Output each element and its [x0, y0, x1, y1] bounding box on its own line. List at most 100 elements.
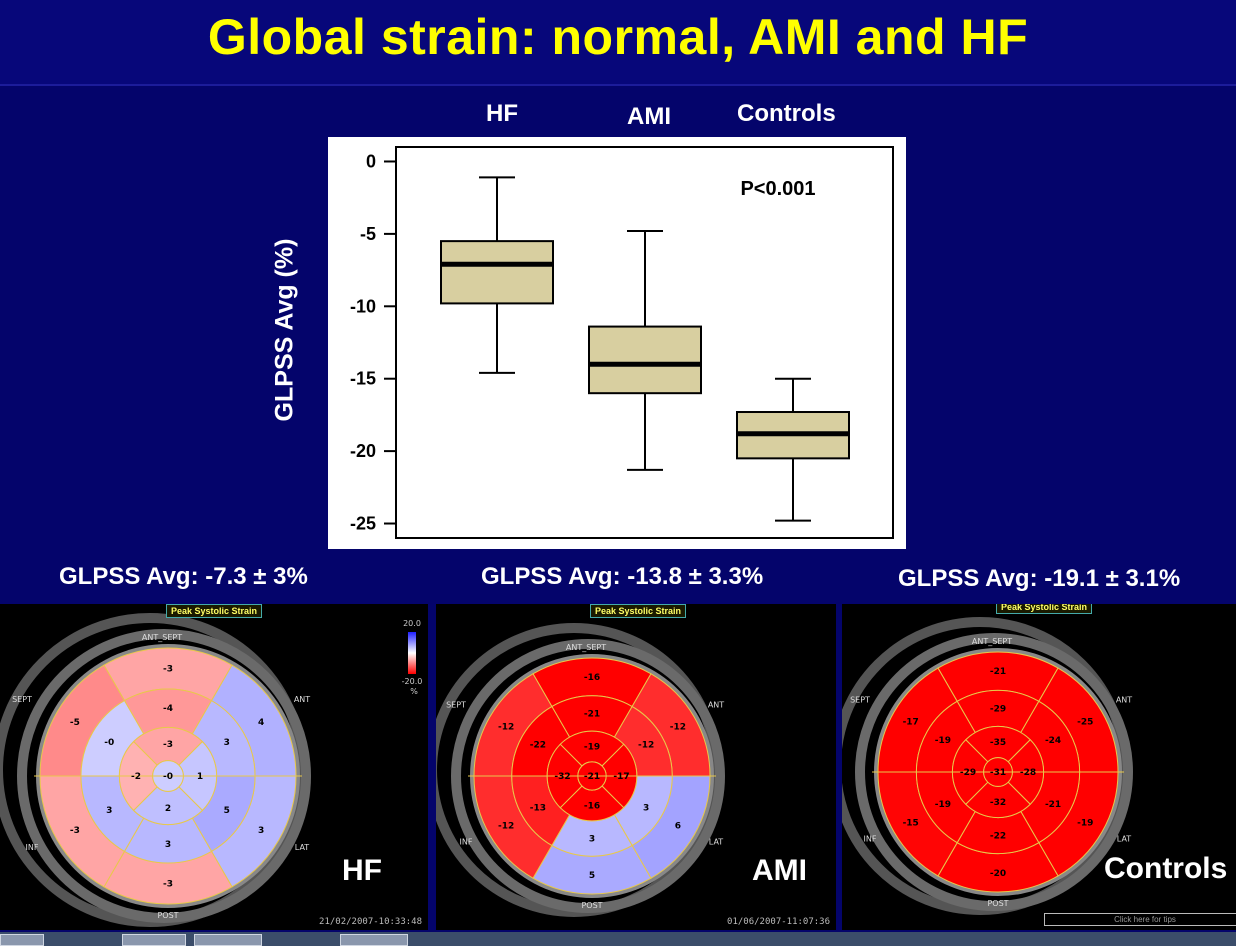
- bullseye-panel-controls: Peak Systolic Strain -21 -25 -19 -20 -15 -17-…: [842, 604, 1236, 930]
- taskbar: [0, 932, 1236, 946]
- panel-caption: AMI: [752, 854, 807, 887]
- color-scale-bar: [408, 632, 416, 674]
- basal-value: -12: [498, 722, 514, 732]
- scale-bottom-label: -20.0: [402, 677, 423, 686]
- mid-value: -22: [990, 832, 1006, 842]
- basal-value: -16: [584, 673, 600, 683]
- basal-value: -12: [670, 722, 686, 732]
- outer-ring: [855, 633, 1133, 911]
- basal-value: -12: [498, 822, 514, 832]
- mid-value: 3: [224, 738, 230, 748]
- basal-value: -20: [990, 869, 1006, 879]
- apical-value: -35: [990, 738, 1006, 748]
- title-bar: Global strain: normal, AMI and HF: [0, 0, 1236, 86]
- mid-value: -4: [163, 704, 173, 714]
- wall-label-post: POST: [581, 901, 602, 910]
- mid-value: 3: [106, 806, 112, 816]
- wall-label-post: POST: [987, 899, 1008, 908]
- wall-label-lat: LAT: [295, 843, 309, 852]
- basal-value: -5: [70, 718, 80, 728]
- mid-value: -22: [530, 741, 546, 751]
- y-tick-label: -10: [350, 296, 376, 316]
- basal-value: -3: [163, 880, 173, 890]
- apex-value: -0: [163, 772, 173, 782]
- basal-value: 6: [675, 822, 681, 832]
- y-axis-label: GLPSS Avg (%): [270, 238, 299, 422]
- mid-value: -24: [1045, 736, 1061, 746]
- apical-value: -2: [131, 772, 141, 782]
- group-header-hf: HF: [486, 100, 518, 127]
- panel-caption: Controls: [1104, 852, 1228, 885]
- basal-value: -17: [903, 718, 919, 728]
- apical-value: -3: [163, 740, 173, 750]
- wall-label-ant: ANT: [708, 701, 724, 710]
- y-tick-label: -20: [350, 441, 376, 461]
- mid-value: 3: [589, 835, 595, 845]
- y-tick-label: 0: [366, 151, 376, 171]
- bullseye-map: -3 4 3 -3 -3 -5 -4 3 5 3 3 -0 -3 1 2 -2 -0 ANT_SEPT SEPT AN…: [0, 613, 423, 927]
- taskbar-button[interactable]: [122, 934, 186, 946]
- wall-label-inf: INF: [864, 835, 877, 844]
- stat-hf: GLPSS Avg: -7.3 ± 3%: [59, 563, 308, 590]
- mid-value: 3: [643, 803, 649, 813]
- timestamp: 21/02/2007-10:33:48: [319, 917, 422, 927]
- mid-value: -0: [104, 738, 114, 748]
- apical-value: -32: [990, 798, 1006, 808]
- wall-label-ant: ANT: [294, 695, 310, 704]
- wall-label-sept: SEPT: [850, 695, 870, 704]
- y-tick-label: -25: [350, 514, 376, 534]
- wall-label-ant-sept: ANT_SEPT: [972, 637, 1012, 646]
- apical-value: -17: [613, 772, 629, 782]
- basal-value: -19: [1077, 818, 1093, 828]
- apical-value: 2: [165, 804, 171, 814]
- mid-value: -19: [935, 736, 951, 746]
- wall-label-lat: LAT: [709, 837, 723, 846]
- wall-label-ant-sept: ANT_SEPT: [566, 643, 606, 652]
- panel-header: Peak Systolic Strain: [590, 604, 687, 618]
- box-hf: [440, 240, 554, 305]
- mid-value: -29: [990, 704, 1006, 714]
- p-value-annotation: P<0.001: [740, 178, 815, 200]
- apical-value: -28: [1020, 768, 1036, 778]
- mid-value: 5: [224, 806, 230, 816]
- wall-label-ant: ANT: [1116, 695, 1132, 704]
- panel-header: Peak Systolic Strain: [166, 604, 263, 618]
- y-tick-label: -15: [350, 369, 376, 389]
- taskbar-button[interactable]: [194, 934, 262, 946]
- basal-value: -25: [1077, 718, 1093, 728]
- mid-value: -19: [935, 800, 951, 810]
- stat-ami: GLPSS Avg: -13.8 ± 3.3%: [481, 563, 764, 590]
- basal-value: 3: [258, 826, 264, 836]
- bullseye-panel-ami: Peak Systolic Strain -16 -12 6 5 -12 -12 -21 -1…: [436, 604, 836, 930]
- mid-value: 3: [165, 840, 171, 850]
- wall-label-sept: SEPT: [446, 701, 466, 710]
- mid-value: -21: [584, 709, 600, 719]
- box-ami: [588, 325, 702, 395]
- basal-value: -21: [990, 667, 1006, 677]
- apical-value: -19: [584, 743, 600, 753]
- page-title: Global strain: normal, AMI and HF: [207, 9, 1029, 65]
- mid-value: -21: [1045, 800, 1061, 810]
- panel-header: Peak Systolic Strain: [996, 604, 1093, 614]
- wall-label-inf: INF: [460, 837, 473, 846]
- basal-value: -15: [903, 818, 919, 828]
- apical-value: -16: [584, 802, 600, 812]
- y-tick-label: -5: [360, 224, 376, 244]
- apex-value: -31: [990, 768, 1006, 778]
- stat-controls: GLPSS Avg: -19.1 ± 3.1%: [898, 565, 1181, 592]
- tips-button[interactable]: Click here for tips: [1044, 913, 1236, 926]
- apical-value: -32: [554, 772, 570, 782]
- wall-label-ant-sept: ANT_SEPT: [142, 633, 182, 642]
- basal-value: -3: [163, 664, 173, 674]
- mid-value: -12: [638, 741, 654, 751]
- taskbar-button[interactable]: [0, 934, 44, 946]
- plot-area: [395, 146, 894, 539]
- bullseye-map: -21 -25 -19 -20 -15 -17 -29 -24 -21 -22 -19 -19 -35 -…: [842, 617, 1133, 915]
- apical-value: 1: [197, 772, 203, 782]
- apex-value: -21: [584, 772, 600, 782]
- taskbar-button[interactable]: [340, 934, 408, 946]
- outer-ring: [451, 639, 725, 913]
- bullseye-panel-hf: Peak Systolic Strain -3 4 3 -3 -3 -5 -4 3 5 3 3 -0-…: [0, 604, 428, 930]
- apical-value: -29: [960, 768, 976, 778]
- scale-unit-label: %: [410, 687, 418, 696]
